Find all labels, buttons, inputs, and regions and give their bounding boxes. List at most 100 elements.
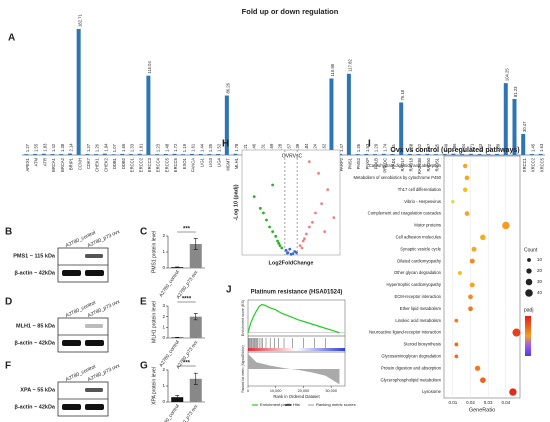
point [288,247,292,251]
x-tick-label: ERCC4 [156,157,161,172]
x-tick-label: 0.04 [501,400,510,405]
value-label: 1.58 [409,143,414,152]
bar [137,153,142,155]
bar [33,153,38,155]
x-tick-label: LIG1 [199,157,204,167]
value-label: 1.45 [531,143,536,152]
point [285,251,289,255]
bar [85,154,90,155]
y-tick-label: Vibrio - Herpesvirus [404,199,441,204]
error-bar [193,238,198,250]
value-label: 1.71 [470,143,475,152]
bar [512,98,517,155]
value-label: 2.14 [69,143,74,152]
bar [233,153,238,155]
y-tick-label: Other glycan degradation [394,270,442,275]
bar [477,154,482,155]
dot [471,246,477,252]
point [326,188,330,192]
chart-title: Platinum resistance (HSA01524) [251,290,343,296]
bar [329,78,334,155]
x-tick-label: RAD23B [417,158,422,174]
blot-band [85,388,103,392]
y-axis-label: -Log 10 (padj) [233,184,239,220]
blot-band [85,404,104,410]
value-label: 1.42 [51,143,56,152]
x-tick-label: RAD50 [426,157,431,171]
value-label: 1.69 [269,143,274,152]
legend-dot [526,268,532,274]
x-tick-label: MLH1 [234,157,239,169]
bar [346,73,351,155]
value-label: 1.63 [539,143,544,152]
error-bar [193,313,198,321]
blot-band [62,340,81,346]
dot [462,163,468,169]
x-tick-label: RAD18 [409,157,414,171]
bar [364,153,369,155]
bar [189,244,202,268]
point [303,237,306,241]
dot [468,294,473,300]
value-label: 1.83 [42,143,47,152]
y-tick-label: Neuroactive ligand-receptor interaction [369,330,442,335]
dot [464,175,470,181]
y-axis-label: XPA protein level [151,367,157,405]
bar [442,153,447,155]
bar [224,95,229,155]
x-tick-label: DDB2 [121,157,126,169]
chart-title: Ovx vs control (upregulated pathways) [390,147,519,154]
error-bar [193,372,198,385]
y-tick-label: Metabolism of xenobiotics by cytochrome … [353,175,441,180]
point [298,244,302,248]
panel-label: F [5,361,11,372]
value-label: 1.84 [304,143,309,152]
value-label: 1.67 [426,143,431,152]
x-tick-label: 0.02 [466,400,475,405]
dot [457,271,462,276]
legend-dot [527,258,531,262]
bar [198,154,203,155]
bar [171,397,184,402]
legend-dot [525,278,533,286]
point [320,202,324,206]
blot-label: PMS1 ~ 115 kDa [13,253,56,259]
blot-band [62,404,81,410]
value-label: 1.72 [173,143,178,152]
blot-band [62,270,81,276]
bar [181,154,186,155]
y-tick-label: Synaptic vesicle cycle [400,246,441,251]
x-tick-label: LIG4 [217,157,222,167]
value-label: 76.18 [400,89,405,100]
y-tick-label: 1 [162,383,165,388]
value-label: 1.37 [86,143,91,152]
point [314,211,317,215]
bar [207,154,212,155]
blot-label: MLH1 ~ 85 kDa [16,323,56,329]
plot-frame [443,155,521,399]
y-axis-label: Enrichment score (ES) [241,300,245,336]
point [274,234,278,238]
error-bar [175,266,180,268]
value-label: 1.94 [103,143,108,152]
dot [454,354,459,359]
value-label: 1.25 [435,143,440,152]
x-tick-label: ERCC2 [138,157,143,172]
point [280,246,284,250]
point [323,230,327,234]
value-label: 117.82 [347,59,352,72]
x-tick-label: PARP2 [339,157,344,171]
significance: *** [183,361,191,367]
blot-band [85,254,103,258]
value-label: 1.74 [382,143,387,152]
x-tick-label: LIG3 [208,157,213,167]
bar [59,154,64,155]
value-label: 1.62 [321,143,326,152]
y-tick-label: Cell adhesion molecules [396,234,441,239]
y-tick-label: 0 [162,265,165,270]
y-tick-label: 0 [162,399,165,404]
x-tick-label: APEX1 [25,157,30,171]
x-tick-label: MGMT [225,158,230,171]
blot-label: β-actin ~ 42kDa [14,404,55,410]
point [252,195,256,199]
